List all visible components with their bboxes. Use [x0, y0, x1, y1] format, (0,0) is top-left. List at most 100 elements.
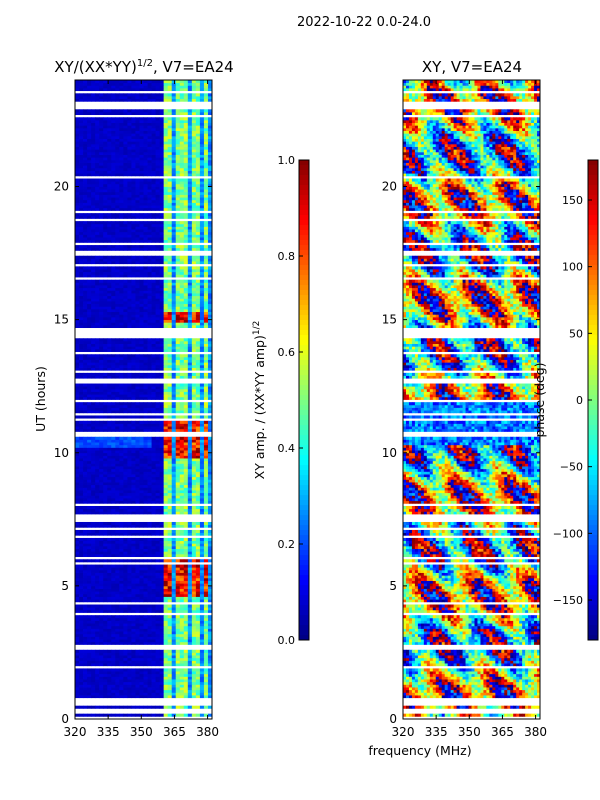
amp-cell — [91, 343, 96, 347]
amp-cell — [131, 439, 136, 443]
amp-cell — [99, 575, 104, 579]
amp-cell — [143, 383, 148, 387]
amp-cell — [127, 474, 132, 478]
amp-cell — [207, 356, 213, 360]
amp-cell — [139, 442, 144, 446]
amp-cell — [179, 559, 185, 563]
amp-cell — [167, 663, 173, 667]
amp-cell — [115, 623, 120, 627]
amp-cell — [115, 404, 120, 408]
amp-cell — [79, 404, 84, 408]
amp-cell — [99, 290, 104, 294]
amp-cell — [147, 508, 152, 512]
amp-cell — [175, 689, 181, 693]
amp-cell — [147, 423, 152, 427]
amp-cell — [87, 319, 92, 323]
amp-cell — [183, 415, 189, 419]
amp-cell — [167, 311, 173, 315]
amp-cell — [187, 364, 193, 368]
amp-cell — [171, 282, 177, 286]
amp-cell — [95, 631, 100, 635]
amp-cell — [139, 625, 144, 629]
amp-cell — [167, 322, 173, 326]
amp-cell — [79, 343, 84, 347]
amp-cell — [139, 671, 144, 675]
amp-cell — [135, 679, 140, 683]
amp-cell — [83, 639, 88, 643]
amp-cell — [167, 631, 173, 635]
amp-cell — [103, 639, 108, 643]
amp-cell — [135, 567, 140, 571]
amp-cell — [107, 300, 112, 305]
amp-cell — [127, 428, 132, 432]
amp-cell — [95, 247, 100, 251]
amp-cell — [151, 386, 156, 390]
amp-cell — [123, 495, 128, 499]
amp-cell — [199, 607, 205, 611]
amp-cell — [83, 623, 88, 627]
amp-cell — [123, 617, 128, 621]
amp-cell — [187, 255, 193, 259]
amp-cell — [159, 364, 165, 368]
amp-cell — [155, 607, 161, 611]
amp-cell — [203, 692, 209, 696]
amp-cell — [199, 452, 205, 456]
amp-cell — [111, 383, 116, 387]
amp-cell — [131, 410, 136, 414]
amp-cell — [87, 237, 92, 241]
amp-cell — [83, 258, 88, 262]
amp-cell — [143, 364, 148, 368]
amp-cell — [155, 306, 161, 310]
amp-cell — [195, 668, 201, 672]
amp-cell — [207, 468, 213, 472]
amp-cell — [203, 689, 209, 693]
amp-cell — [159, 394, 165, 398]
amp-cell — [75, 495, 80, 499]
amp-cell — [155, 628, 161, 632]
amp-cell — [131, 569, 136, 573]
amp-cell — [135, 490, 140, 494]
amp-cell — [115, 567, 120, 571]
amp-cell — [135, 279, 140, 283]
amp-cell — [79, 239, 84, 243]
amp-cell — [155, 442, 161, 446]
amp-cell — [111, 388, 116, 392]
amp-cell — [79, 479, 84, 483]
amp-cell — [107, 237, 112, 241]
amp-cell — [151, 455, 156, 459]
amp-cell — [91, 447, 96, 451]
amp-cell — [187, 545, 193, 549]
amp-cell — [107, 673, 112, 677]
amp-cell — [115, 652, 120, 656]
amp-cell — [131, 271, 136, 275]
amp-cell — [159, 287, 165, 291]
amp-cell — [147, 564, 152, 568]
amp-cell — [195, 500, 201, 504]
amp-cell — [95, 545, 100, 549]
amp-cell — [75, 458, 80, 462]
amp-cell — [163, 391, 169, 395]
amp-cell — [119, 442, 124, 446]
amp-cell — [139, 338, 144, 342]
amp-cell — [171, 468, 177, 472]
amp-cell — [99, 426, 104, 430]
amp-cell — [115, 343, 120, 347]
amp-cell — [135, 383, 140, 387]
amp-cell — [135, 498, 140, 502]
amp-cell — [159, 687, 165, 691]
amp-cell — [103, 495, 108, 499]
amp-cell — [75, 668, 80, 672]
amp-cell — [183, 668, 189, 672]
amp-cell — [87, 285, 92, 289]
amp-cell — [91, 551, 96, 555]
amp-cell — [123, 559, 128, 563]
amp-cell — [155, 386, 161, 390]
amp-cell — [131, 362, 136, 366]
amp-cell — [107, 271, 112, 275]
amp-cell — [75, 636, 80, 640]
amp-cell — [75, 498, 80, 502]
amp-cell — [159, 471, 165, 475]
amp-cell — [99, 245, 104, 249]
amp-cell — [111, 609, 116, 613]
amp-cell — [135, 623, 140, 627]
